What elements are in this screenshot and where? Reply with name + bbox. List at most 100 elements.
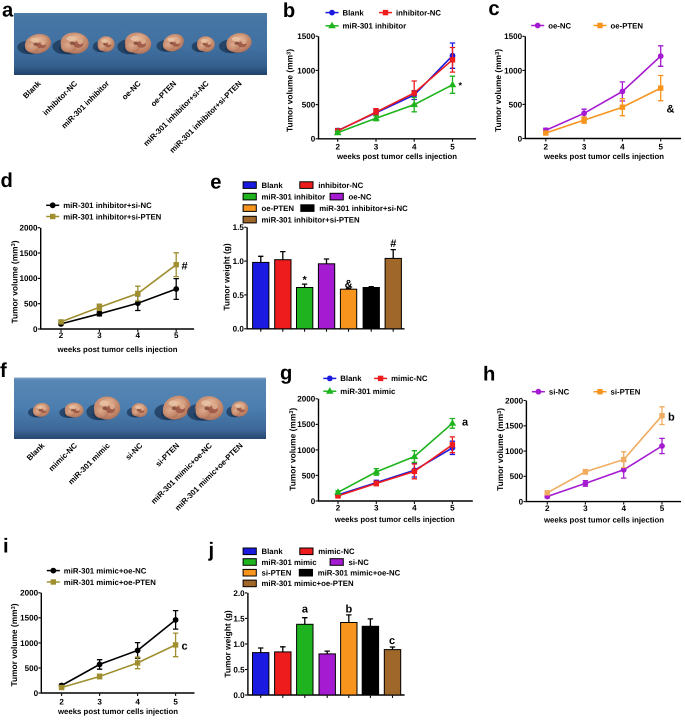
svg-text:2000: 2000 xyxy=(297,395,316,404)
svg-text:mimic-NC: mimic-NC xyxy=(47,441,79,473)
svg-text:Blank: Blank xyxy=(262,181,284,190)
svg-text:miR-301 mimic: miR-301 mimic xyxy=(340,387,396,396)
svg-text:0: 0 xyxy=(519,498,524,507)
svg-text:1000: 1000 xyxy=(20,639,39,648)
svg-text:miR-301 mimic+oe-PTEN: miR-301 mimic+oe-PTEN xyxy=(64,578,156,587)
svg-text:500: 500 xyxy=(509,100,523,109)
svg-text:weeks post tumor cells injecti: weeks post tumor cells injection xyxy=(334,515,455,524)
svg-text:miR-301 mimic: miR-301 mimic xyxy=(262,558,318,567)
svg-text:miR-301 mimic+oe-NC: miR-301 mimic+oe-NC xyxy=(149,441,214,506)
svg-text:4: 4 xyxy=(621,504,626,513)
svg-text:2: 2 xyxy=(544,142,549,151)
svg-text:4: 4 xyxy=(135,697,140,706)
svg-text:3: 3 xyxy=(97,331,102,340)
svg-text:500: 500 xyxy=(510,472,524,481)
svg-text:1000: 1000 xyxy=(505,447,524,456)
svg-text:si-NC: si-NC xyxy=(124,441,145,462)
svg-text:miR-301 mimic+oe-NC: miR-301 mimic+oe-NC xyxy=(318,569,401,578)
svg-text:f: f xyxy=(0,360,7,382)
svg-text:i: i xyxy=(3,536,9,558)
svg-text:3: 3 xyxy=(374,504,379,513)
svg-text:weeks post tumor cells injecti: weeks post tumor cells injection xyxy=(57,707,178,716)
svg-text:2.0: 2.0 xyxy=(233,589,245,598)
svg-text:b: b xyxy=(283,0,295,22)
svg-text:#: # xyxy=(390,238,396,250)
svg-text:si-PTEN: si-PTEN xyxy=(154,441,182,469)
svg-text:1500: 1500 xyxy=(297,420,316,429)
svg-text:4: 4 xyxy=(412,143,417,152)
svg-text:oe-PTEN: oe-PTEN xyxy=(611,21,644,30)
svg-text:miR-301 inhibitor+si-NC: miR-301 inhibitor+si-NC xyxy=(142,79,211,148)
svg-text:weeks post tumor cells injecti: weeks post tumor cells injection xyxy=(336,152,457,161)
svg-text:Blank: Blank xyxy=(25,441,47,463)
svg-text:1000: 1000 xyxy=(504,66,523,75)
svg-text:Blank: Blank xyxy=(343,8,365,17)
svg-text:3: 3 xyxy=(583,504,588,513)
svg-text:weeks post tumor cells injecti: weeks post tumor cells injection xyxy=(56,345,177,354)
svg-text:500: 500 xyxy=(25,664,39,673)
svg-text:si-PTEN: si-PTEN xyxy=(262,569,292,578)
svg-text:inhibitor-NC: inhibitor-NC xyxy=(396,8,441,17)
svg-text:0: 0 xyxy=(518,134,523,143)
svg-text:mimic-NC: mimic-NC xyxy=(391,374,428,383)
svg-text:miR-301 mimic+oe-PTEN: miR-301 mimic+oe-PTEN xyxy=(262,579,354,588)
svg-text:Blank: Blank xyxy=(262,547,284,556)
svg-text:5: 5 xyxy=(450,504,455,513)
svg-text:b: b xyxy=(668,412,675,424)
svg-text:Tumor volume (mm3): Tumor volume (mm3) xyxy=(9,603,19,686)
svg-text:500: 500 xyxy=(302,471,316,480)
svg-text:Tumor weight (g): Tumor weight (g) xyxy=(222,243,232,311)
svg-text:2: 2 xyxy=(336,504,341,513)
svg-text:si-NC: si-NC xyxy=(549,388,570,397)
svg-text:4: 4 xyxy=(620,142,625,151)
svg-text:&: & xyxy=(345,279,353,291)
svg-text:Blank: Blank xyxy=(340,374,362,383)
svg-text:0.0: 0.0 xyxy=(233,325,245,334)
svg-text:*: * xyxy=(459,81,463,91)
svg-text:1.0: 1.0 xyxy=(233,257,245,266)
svg-text:2: 2 xyxy=(59,331,64,340)
svg-text:a: a xyxy=(2,0,14,22)
svg-text:0.0: 0.0 xyxy=(233,691,245,700)
svg-text:1500: 1500 xyxy=(504,32,523,41)
svg-text:5: 5 xyxy=(450,143,455,152)
svg-text:Tumor volume (mm3): Tumor volume (mm3) xyxy=(9,240,19,323)
svg-text:4: 4 xyxy=(412,504,417,513)
svg-text:5: 5 xyxy=(658,142,663,151)
svg-text:weeks post tumor cells injecti: weeks post tumor cells injection xyxy=(543,516,664,525)
svg-text:5: 5 xyxy=(660,504,665,513)
svg-text:500: 500 xyxy=(302,101,316,110)
svg-text:miR-301 inhibitor: miR-301 inhibitor xyxy=(262,192,326,201)
svg-text:inhibitor-NC: inhibitor-NC xyxy=(318,181,363,190)
svg-text:0.5: 0.5 xyxy=(233,291,245,300)
svg-text:Tumor volume (mm3): Tumor volume (mm3) xyxy=(493,49,503,132)
svg-text:1000: 1000 xyxy=(19,274,38,283)
svg-text:0: 0 xyxy=(311,497,316,506)
svg-text:2000: 2000 xyxy=(19,224,38,233)
svg-text:1500: 1500 xyxy=(20,614,39,623)
svg-text:1500: 1500 xyxy=(19,249,38,258)
svg-text:oe-NC: oe-NC xyxy=(349,192,372,201)
svg-text:*: * xyxy=(303,275,308,287)
svg-text:5: 5 xyxy=(174,331,179,340)
svg-text:d: d xyxy=(1,170,13,192)
svg-text:mimic-NC: mimic-NC xyxy=(318,547,355,556)
svg-text:1500: 1500 xyxy=(297,32,316,41)
svg-text:2: 2 xyxy=(545,504,550,513)
svg-text:1000: 1000 xyxy=(297,66,316,75)
svg-text:e: e xyxy=(210,172,221,194)
svg-text:1000: 1000 xyxy=(297,446,316,455)
svg-text:Tumor volume (mm3): Tumor volume (mm3) xyxy=(285,49,295,132)
svg-text:2000: 2000 xyxy=(505,396,524,405)
svg-text:a: a xyxy=(462,416,469,428)
svg-text:c: c xyxy=(488,0,499,20)
svg-text:4: 4 xyxy=(136,331,141,340)
svg-text:h: h xyxy=(483,363,495,385)
svg-text:Tumor volume (mm3): Tumor volume (mm3) xyxy=(287,408,297,491)
svg-text:oe-NC: oe-NC xyxy=(120,79,143,102)
svg-text:miR-301 inhibitor+si-NC: miR-301 inhibitor+si-NC xyxy=(319,204,408,213)
svg-text:0.5: 0.5 xyxy=(233,665,245,674)
svg-text:3: 3 xyxy=(97,697,102,706)
svg-text:b: b xyxy=(346,603,353,615)
svg-text:#: # xyxy=(182,260,188,272)
